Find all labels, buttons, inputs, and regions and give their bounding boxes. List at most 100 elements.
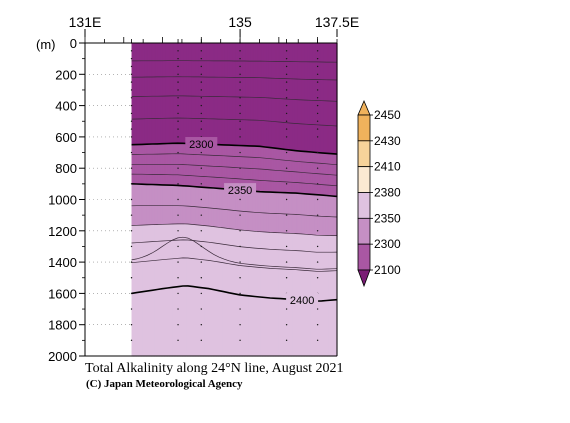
- fill-cell: [301, 43, 304, 152]
- colorbar-segment: [357, 217, 371, 245]
- fill-cell: [250, 191, 253, 232]
- fill-cell: [157, 144, 160, 186]
- fill-cell: [234, 190, 237, 230]
- colorbar-segment: [357, 243, 371, 271]
- fill-cell: [281, 149, 284, 194]
- fill-cell: [134, 184, 138, 226]
- fill-cell: [169, 43, 172, 144]
- fill-cell: [146, 184, 149, 226]
- sample-dot: [177, 198, 179, 201]
- fill-cell: [206, 43, 209, 145]
- fill-cell: [325, 235, 328, 357]
- fill-cell: [204, 187, 208, 227]
- fill-cell: [328, 154, 332, 197]
- sample-dot: [316, 81, 319, 83]
- sample-dot: [177, 89, 179, 91]
- fill-cell: [247, 231, 250, 357]
- fill-cell: [190, 186, 193, 225]
- fill-cell: [265, 43, 268, 148]
- fill-cell: [309, 43, 312, 153]
- fill-cell: [247, 43, 250, 147]
- sample-dot: [130, 183, 133, 185]
- fill-cell: [328, 43, 332, 155]
- sample-dot: [130, 120, 133, 122]
- contour-line: [131, 223, 338, 236]
- sample-dot: [177, 65, 179, 68]
- fill-cell: [162, 185, 165, 225]
- fill-cell: [252, 231, 255, 357]
- fill-cell: [170, 185, 173, 225]
- fill-cell: [292, 43, 296, 151]
- fill-cell: [177, 224, 180, 357]
- sample-dot: [177, 57, 179, 60]
- fill-cell: [248, 146, 252, 192]
- fill-cell: [209, 43, 213, 145]
- fill-cell: [237, 190, 240, 231]
- sample-dot: [285, 245, 288, 248]
- fill-cell: [214, 43, 217, 146]
- sample-dot: [130, 277, 133, 279]
- fill-cell: [200, 225, 203, 357]
- fill-cell: [322, 235, 325, 357]
- fill-cell: [157, 185, 160, 225]
- fill-cell: [164, 144, 167, 186]
- contour-line: [131, 76, 338, 81]
- fill-cell: [319, 43, 322, 154]
- fill-cell: [198, 43, 201, 145]
- sample-dot: [177, 120, 179, 122]
- fill-cell: [286, 193, 289, 234]
- sample-dot: [177, 230, 179, 232]
- fill-cell: [200, 43, 203, 145]
- fill-cell: [214, 145, 217, 189]
- fill-cell: [203, 226, 206, 357]
- sample-dot: [239, 73, 241, 76]
- fill-cell: [301, 194, 304, 235]
- sample-dot: [316, 151, 319, 154]
- sample-dot: [285, 183, 288, 185]
- fill-cell: [231, 43, 234, 146]
- contour-line: [131, 60, 338, 63]
- fill-cell: [151, 144, 154, 186]
- fill-cell: [152, 185, 155, 226]
- fill-cell: [173, 185, 177, 225]
- sample-dot: [316, 65, 319, 68]
- fill-cell: [265, 232, 268, 357]
- fill-cell: [200, 187, 203, 226]
- sample-dot: [130, 245, 133, 248]
- fill-cell: [185, 186, 188, 225]
- fill-cell: [175, 185, 178, 225]
- sample-dot: [285, 65, 288, 68]
- fill-cell: [288, 193, 291, 234]
- fill-cell: [167, 224, 170, 357]
- sample-dot: [177, 136, 179, 138]
- fill-cell: [141, 184, 144, 226]
- fill-cell: [281, 233, 284, 357]
- sample-dot: [200, 128, 203, 130]
- sample-dot: [239, 120, 241, 122]
- sample-dot: [200, 57, 203, 60]
- fill-cell: [214, 227, 217, 357]
- fill-cell: [291, 193, 294, 234]
- fill-cell: [245, 43, 248, 147]
- fill-cell: [178, 224, 182, 357]
- fill-cell: [131, 184, 134, 226]
- sample-dot: [177, 292, 179, 295]
- fill-cell: [147, 43, 151, 145]
- fill-cell: [155, 225, 159, 357]
- fill-cell: [162, 224, 165, 357]
- sample-dot: [285, 89, 288, 91]
- fill-cell: [284, 193, 288, 234]
- sample-dot: [239, 151, 241, 154]
- fill-cell: [159, 43, 162, 145]
- fill-cell: [198, 225, 201, 357]
- sample-dot: [239, 112, 241, 115]
- fill-cell: [186, 144, 190, 187]
- fill-cell: [260, 232, 263, 357]
- fill-cell: [134, 225, 138, 357]
- fill-cell: [299, 43, 302, 152]
- sample-dot: [200, 308, 203, 310]
- fill-cell: [136, 225, 139, 357]
- fill-cell: [182, 186, 185, 225]
- sample-dot: [130, 292, 133, 295]
- fill-cell: [229, 189, 232, 230]
